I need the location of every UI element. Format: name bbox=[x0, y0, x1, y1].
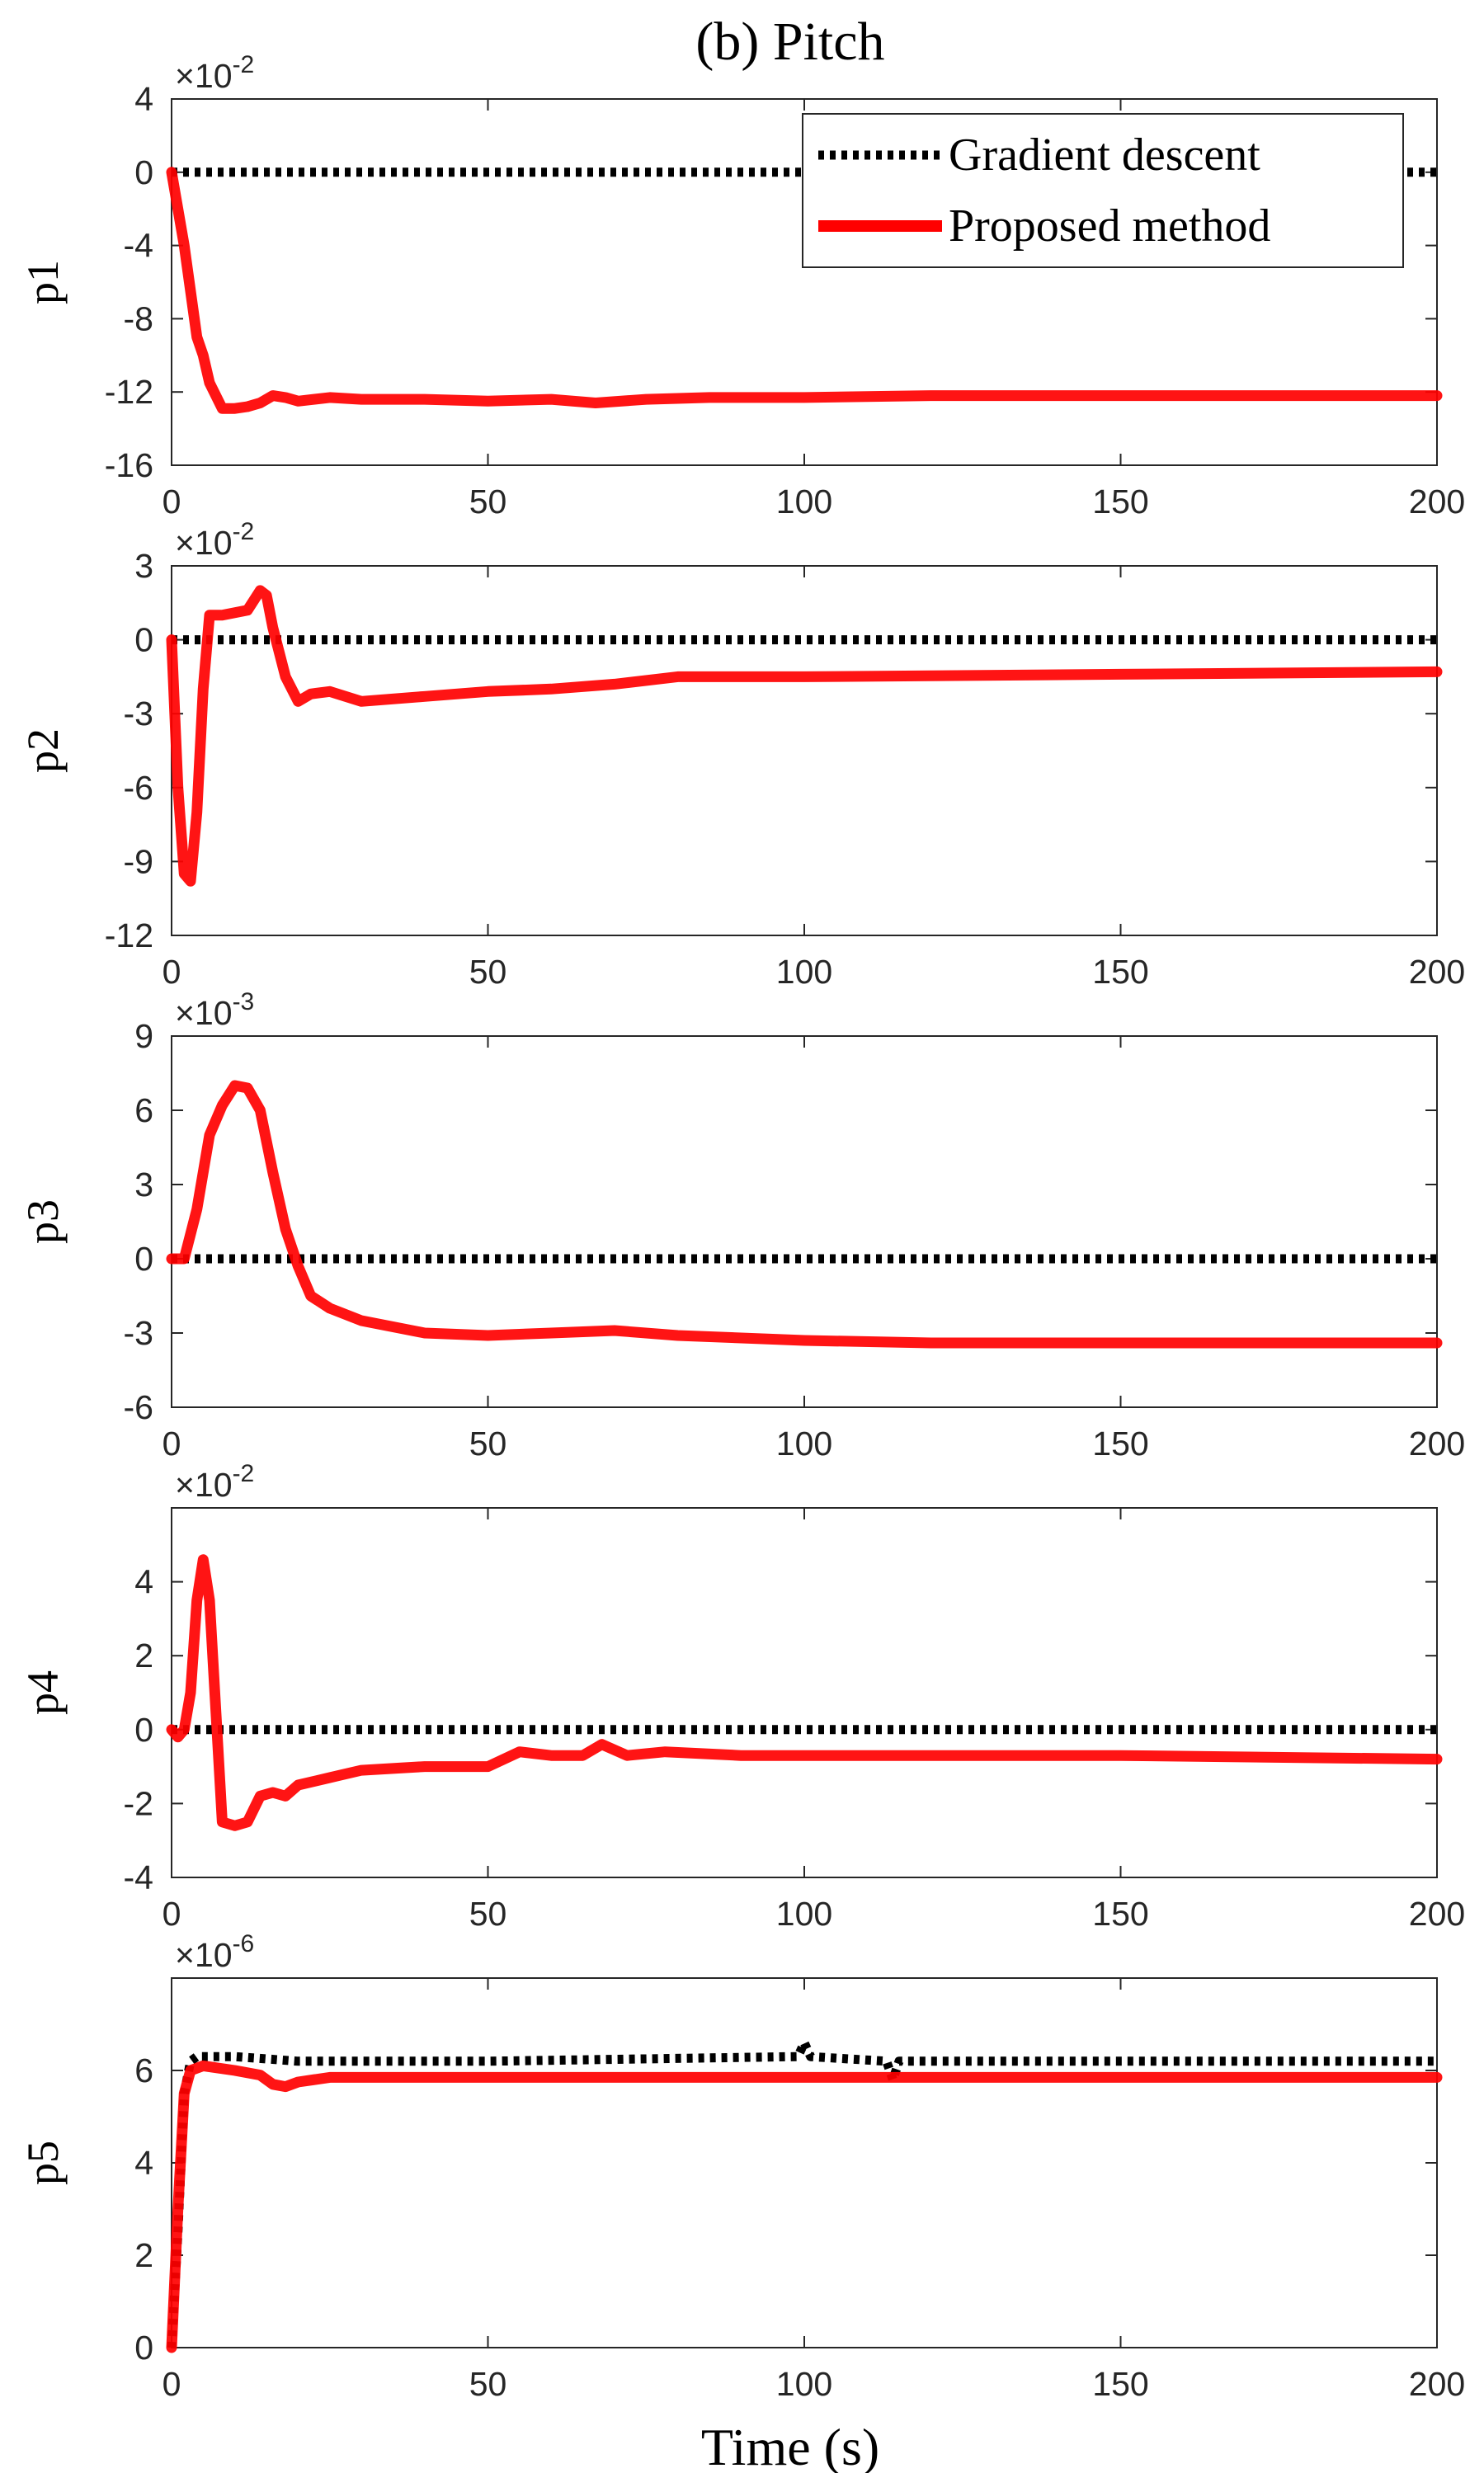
x-tick-label: 150 bbox=[1092, 483, 1148, 521]
y-tick-label: 0 bbox=[134, 1711, 153, 1749]
y-axis-label: p4 bbox=[18, 1670, 68, 1715]
x-tick-label: 0 bbox=[163, 1425, 181, 1463]
x-tick-label: 100 bbox=[776, 483, 832, 521]
x-tick-label: 200 bbox=[1409, 1425, 1465, 1463]
y-tick-label: -12 bbox=[105, 916, 153, 954]
y-exponent-label: ×10-2 bbox=[175, 518, 254, 562]
x-tick-label: 50 bbox=[469, 483, 507, 521]
y-tick-label: 0 bbox=[134, 2329, 153, 2367]
x-tick-label: 150 bbox=[1092, 953, 1148, 991]
y-tick-label: -2 bbox=[124, 1784, 153, 1822]
legend-label-gradient-descent: Gradient descent bbox=[949, 130, 1260, 181]
y-tick-label: -4 bbox=[124, 1858, 153, 1896]
x-tick-label: 100 bbox=[776, 953, 832, 991]
y-tick-label: -16 bbox=[105, 446, 153, 484]
x-tick-label: 150 bbox=[1092, 1895, 1148, 1933]
y-axis-label: p2 bbox=[18, 728, 68, 773]
series-line-proposed-method bbox=[166, 585, 1443, 887]
x-axis-label: Time (s) bbox=[701, 2418, 879, 2473]
legend: Gradient descent Proposed method bbox=[802, 113, 1404, 268]
y-axis-label: p5 bbox=[18, 2141, 68, 2185]
series-line-proposed-method bbox=[166, 167, 1443, 414]
x-tick-label: 200 bbox=[1409, 2365, 1465, 2403]
x-tick-label: 100 bbox=[776, 2365, 832, 2403]
y-axis-label: p1 bbox=[18, 260, 68, 304]
y-tick-label: -4 bbox=[124, 227, 153, 265]
y-tick-label: 0 bbox=[134, 153, 153, 191]
y-tick-label: 3 bbox=[134, 547, 153, 585]
x-tick-label: 50 bbox=[469, 2365, 507, 2403]
y-tick-label: -6 bbox=[124, 1388, 153, 1426]
figure-title: (b) Pitch bbox=[695, 12, 884, 72]
x-tick-label: 150 bbox=[1092, 1425, 1148, 1463]
panel-p3: 9 6 3 0 -3 -6 0 50 100 150 200 ×10-3 p3 bbox=[18, 988, 1465, 1463]
y-tick-label: 3 bbox=[134, 1166, 153, 1204]
axes-frame bbox=[171, 1035, 1438, 1408]
x-tick-label: 50 bbox=[469, 953, 507, 991]
x-tick-label: 100 bbox=[776, 1895, 832, 1933]
y-tick-label: 0 bbox=[134, 621, 153, 659]
y-tick-label: 6 bbox=[134, 1091, 153, 1129]
y-tick-label: -9 bbox=[124, 842, 153, 880]
y-axis-label: p3 bbox=[18, 1199, 68, 1244]
axes-frame bbox=[171, 565, 1438, 936]
series-line-proposed-method bbox=[166, 1080, 1443, 1349]
x-tick-label: 0 bbox=[163, 1895, 181, 1933]
y-tick-label: -6 bbox=[124, 769, 153, 807]
y-tick-label: -12 bbox=[105, 373, 153, 411]
x-tick-label: 50 bbox=[469, 1895, 507, 1933]
y-tick-label: -3 bbox=[124, 695, 153, 732]
series-line-proposed-method bbox=[166, 1554, 1443, 1831]
y-tick-label: 4 bbox=[134, 2144, 153, 2182]
series-line-proposed-method bbox=[166, 2060, 1443, 2353]
y-tick-label: 4 bbox=[134, 1563, 153, 1601]
y-tick-label: 2 bbox=[134, 1637, 153, 1675]
x-tick-label: 0 bbox=[163, 953, 181, 991]
axes-frame bbox=[171, 1977, 1438, 2348]
y-tick-label: -8 bbox=[124, 299, 153, 337]
y-exponent-label: ×10-3 bbox=[175, 988, 254, 1032]
x-tick-label: 150 bbox=[1092, 2365, 1148, 2403]
y-tick-label: 6 bbox=[134, 2051, 153, 2089]
x-tick-label: 100 bbox=[776, 1425, 832, 1463]
y-exponent-label: ×10-2 bbox=[175, 1460, 254, 1504]
x-tick-label: 50 bbox=[469, 1425, 507, 1463]
legend-label-proposed-method: Proposed method bbox=[949, 200, 1270, 252]
panel-p2: 3 0 -3 -6 -9 -12 0 50 100 150 200 ×10-2 p2 bbox=[18, 518, 1465, 991]
x-tick-label: 0 bbox=[163, 483, 181, 521]
y-tick-label: 9 bbox=[134, 1017, 153, 1055]
y-tick-label: 4 bbox=[134, 80, 153, 118]
axes-frame bbox=[171, 1507, 1438, 1878]
x-tick-label: 0 bbox=[163, 2365, 181, 2403]
y-tick-label: 0 bbox=[134, 1240, 153, 1278]
x-tick-label: 200 bbox=[1409, 953, 1465, 991]
y-tick-label: 2 bbox=[134, 2236, 153, 2274]
x-tick-label: 200 bbox=[1409, 1895, 1465, 1933]
y-tick-label: -3 bbox=[124, 1314, 153, 1352]
y-exponent-label: ×10-2 bbox=[175, 51, 254, 95]
panel-p4: 4 2 0 -2 -4 0 50 100 150 200 ×10-2 p4 bbox=[18, 1460, 1465, 1933]
y-exponent-label: ×10-6 bbox=[175, 1930, 254, 1974]
x-tick-label: 200 bbox=[1409, 483, 1465, 521]
